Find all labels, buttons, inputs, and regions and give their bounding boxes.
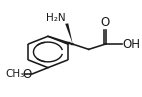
Text: OH: OH <box>122 38 140 51</box>
Text: H₂N: H₂N <box>46 13 66 23</box>
Text: CH₃: CH₃ <box>6 69 25 79</box>
Polygon shape <box>65 23 73 44</box>
Text: O: O <box>101 16 110 29</box>
Text: O: O <box>23 68 32 81</box>
